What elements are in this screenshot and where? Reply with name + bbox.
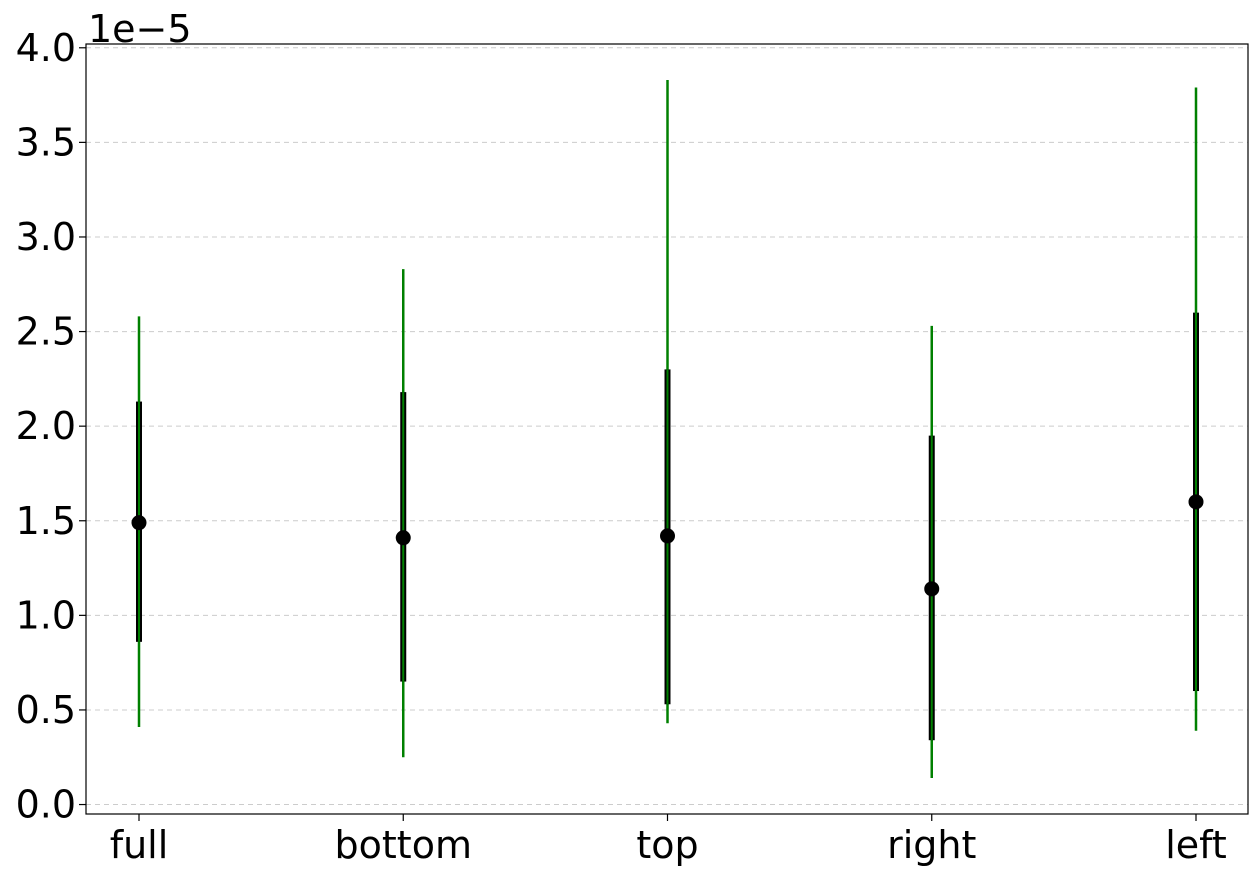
y-axis: 0.0 0.5 1.0 1.5 2.0 2.5 3.0 3.5 4.0 xyxy=(16,26,86,827)
median-point-full xyxy=(131,515,147,531)
x-tick-label: bottom xyxy=(335,823,472,867)
y-tick-label: 4.0 xyxy=(16,26,76,70)
y-tick-label: 0.5 xyxy=(16,688,76,732)
x-tick-label: top xyxy=(636,823,698,867)
y-tick-label: 1.5 xyxy=(16,499,76,543)
median-point-right xyxy=(924,581,940,597)
y-tick-label: 2.5 xyxy=(16,310,76,354)
x-tick-label: right xyxy=(887,823,976,867)
x-tick-label: left xyxy=(1165,823,1227,867)
median-point-left xyxy=(1188,494,1204,510)
y-tick-label: 2.0 xyxy=(16,404,76,448)
y-axis-offset-label: 1e−5 xyxy=(88,7,192,51)
x-axis: full bottom top right left xyxy=(110,814,1227,867)
median-point-top xyxy=(660,528,675,544)
y-tick-label: 3.0 xyxy=(16,215,76,259)
error-bars xyxy=(131,79,1204,779)
y-tick-label: 1.0 xyxy=(16,593,76,637)
y-tick-label: 3.5 xyxy=(16,120,76,164)
x-tick-label: full xyxy=(110,823,169,867)
y-tick-label: 0.0 xyxy=(16,783,76,827)
median-point-bottom xyxy=(395,530,411,546)
